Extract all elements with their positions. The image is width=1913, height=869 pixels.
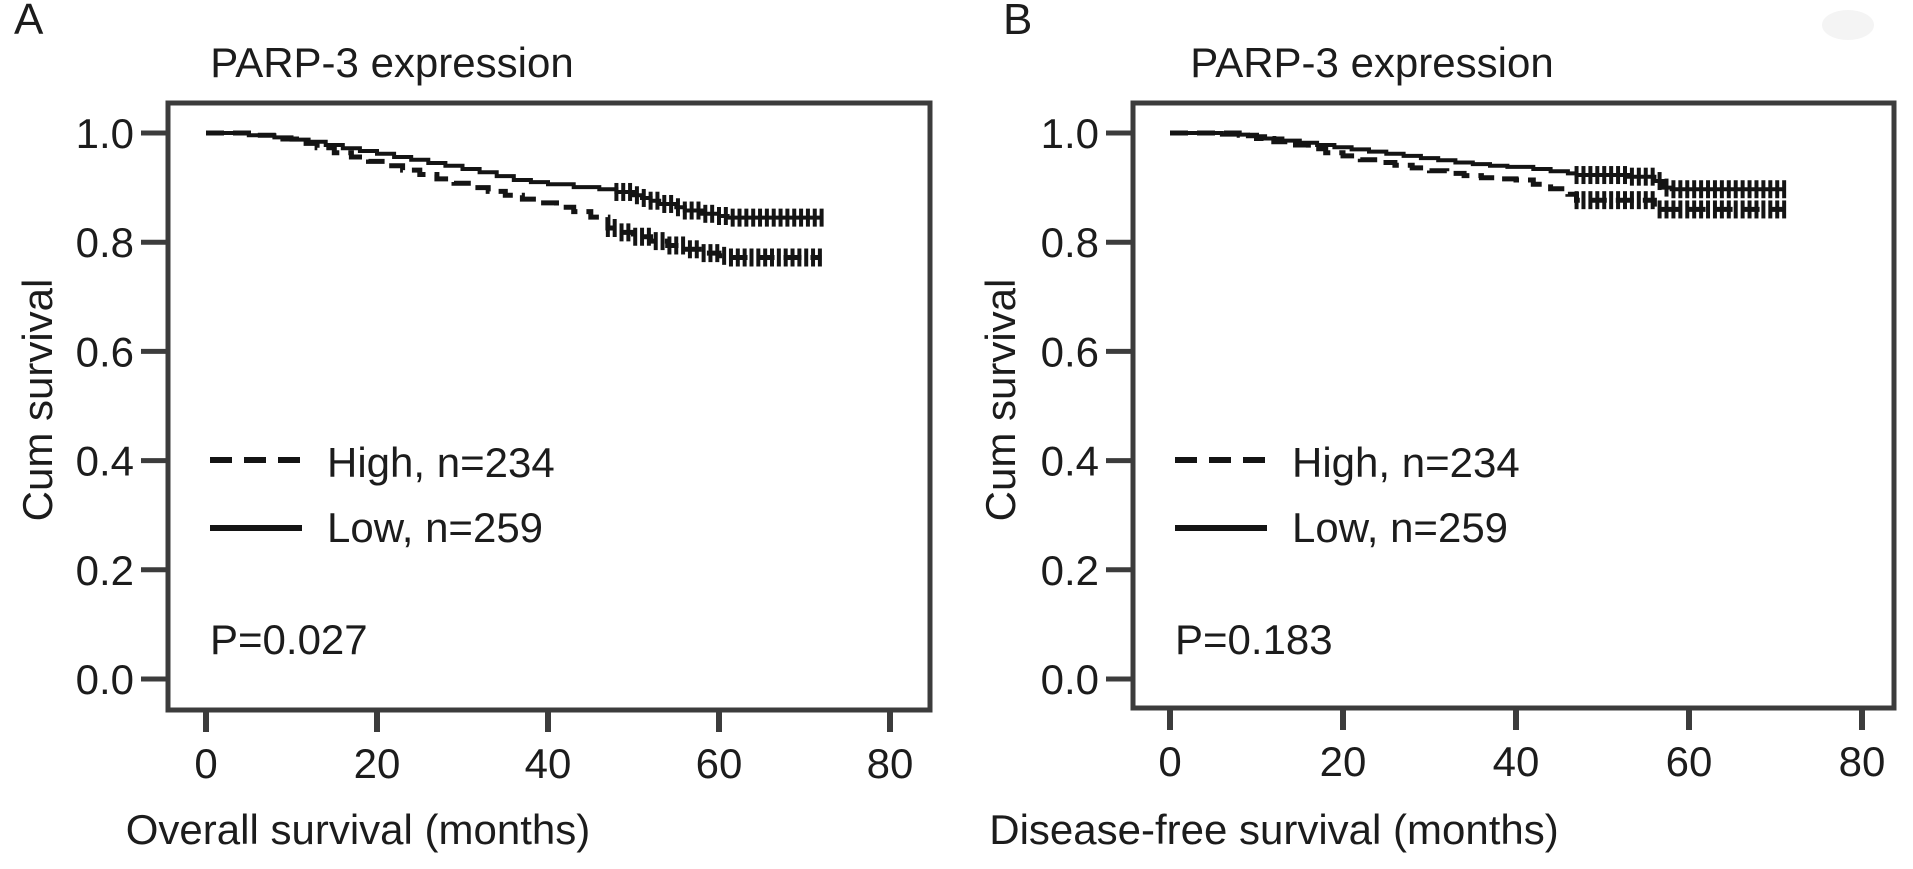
survival-curve-low bbox=[1170, 131, 1785, 192]
x-tick-label: 80 bbox=[867, 740, 914, 787]
chart-title: PARP-3 expression bbox=[1190, 39, 1554, 86]
y-tick-label: 0.8 bbox=[76, 219, 134, 266]
y-tick-label: 0.0 bbox=[76, 656, 134, 703]
x-tick-label: 80 bbox=[1839, 738, 1886, 785]
chart-title: PARP-3 expression bbox=[210, 39, 574, 86]
legend-label-low: Low, n=259 bbox=[327, 504, 544, 551]
y-tick-label: 0.4 bbox=[1041, 438, 1099, 485]
p-value: P=0.027 bbox=[210, 616, 368, 663]
legend-line-solid bbox=[210, 525, 302, 531]
legend-label-high: High, n=234 bbox=[327, 439, 555, 486]
panel-letter-a: A bbox=[14, 0, 44, 44]
survival-curve-high bbox=[206, 130, 822, 260]
panel-a: A PARP-3 expression Cum survival 1.0 0.8 0… bbox=[0, 0, 956, 869]
survival-curve-low bbox=[206, 131, 822, 220]
x-axis-label: Disease-free survival (months) bbox=[989, 806, 1559, 853]
y-tick-label: 1.0 bbox=[1041, 110, 1099, 157]
panel-b: B PARP-3 expression Cum survival 1.0 0.8 0… bbox=[957, 0, 1913, 869]
x-tick-label: 20 bbox=[354, 740, 401, 787]
y-tick-label: 0.0 bbox=[1041, 656, 1099, 703]
x-tick-label: 0 bbox=[1158, 738, 1181, 785]
y-tick-label: 1.0 bbox=[76, 110, 134, 157]
legend-label-low: Low, n=259 bbox=[1292, 504, 1509, 551]
legend-label-high: High, n=234 bbox=[1292, 439, 1520, 486]
legend-line-dashed bbox=[210, 457, 302, 463]
y-tick-label: 0.6 bbox=[76, 328, 134, 375]
y-tick-label: 0.2 bbox=[76, 547, 134, 594]
x-tick-label: 40 bbox=[525, 740, 572, 787]
legend-line-solid bbox=[1175, 525, 1267, 531]
legend-line-dashed bbox=[1175, 457, 1267, 463]
scan-artifact bbox=[1822, 10, 1874, 40]
x-tick-label: 60 bbox=[1666, 738, 1713, 785]
y-tick-label: 0.6 bbox=[1041, 328, 1099, 375]
x-tick-label: 40 bbox=[1493, 738, 1540, 785]
y-tick-label: 0.4 bbox=[76, 438, 134, 485]
km-plot-disease-free-survival: 1.0 0.8 0.6 0.4 0.2 0.0 0 20 40 60 80 bbox=[1041, 100, 1897, 785]
p-value: P=0.183 bbox=[1175, 616, 1333, 663]
y-tick-label: 0.8 bbox=[1041, 219, 1099, 266]
x-axis-label: Overall survival (months) bbox=[125, 806, 591, 853]
km-plot-overall-survival: 1.0 0.8 0.6 0.4 0.2 0.0 0 20 40 60 80 bbox=[76, 100, 933, 787]
y-tick-label: 0.2 bbox=[1041, 547, 1099, 594]
survival-curve-high bbox=[1170, 130, 1785, 212]
x-tick-label: 20 bbox=[1320, 738, 1367, 785]
x-tick-label: 0 bbox=[194, 740, 217, 787]
panel-letter-b: B bbox=[1003, 0, 1033, 44]
x-tick-label: 60 bbox=[696, 740, 743, 787]
